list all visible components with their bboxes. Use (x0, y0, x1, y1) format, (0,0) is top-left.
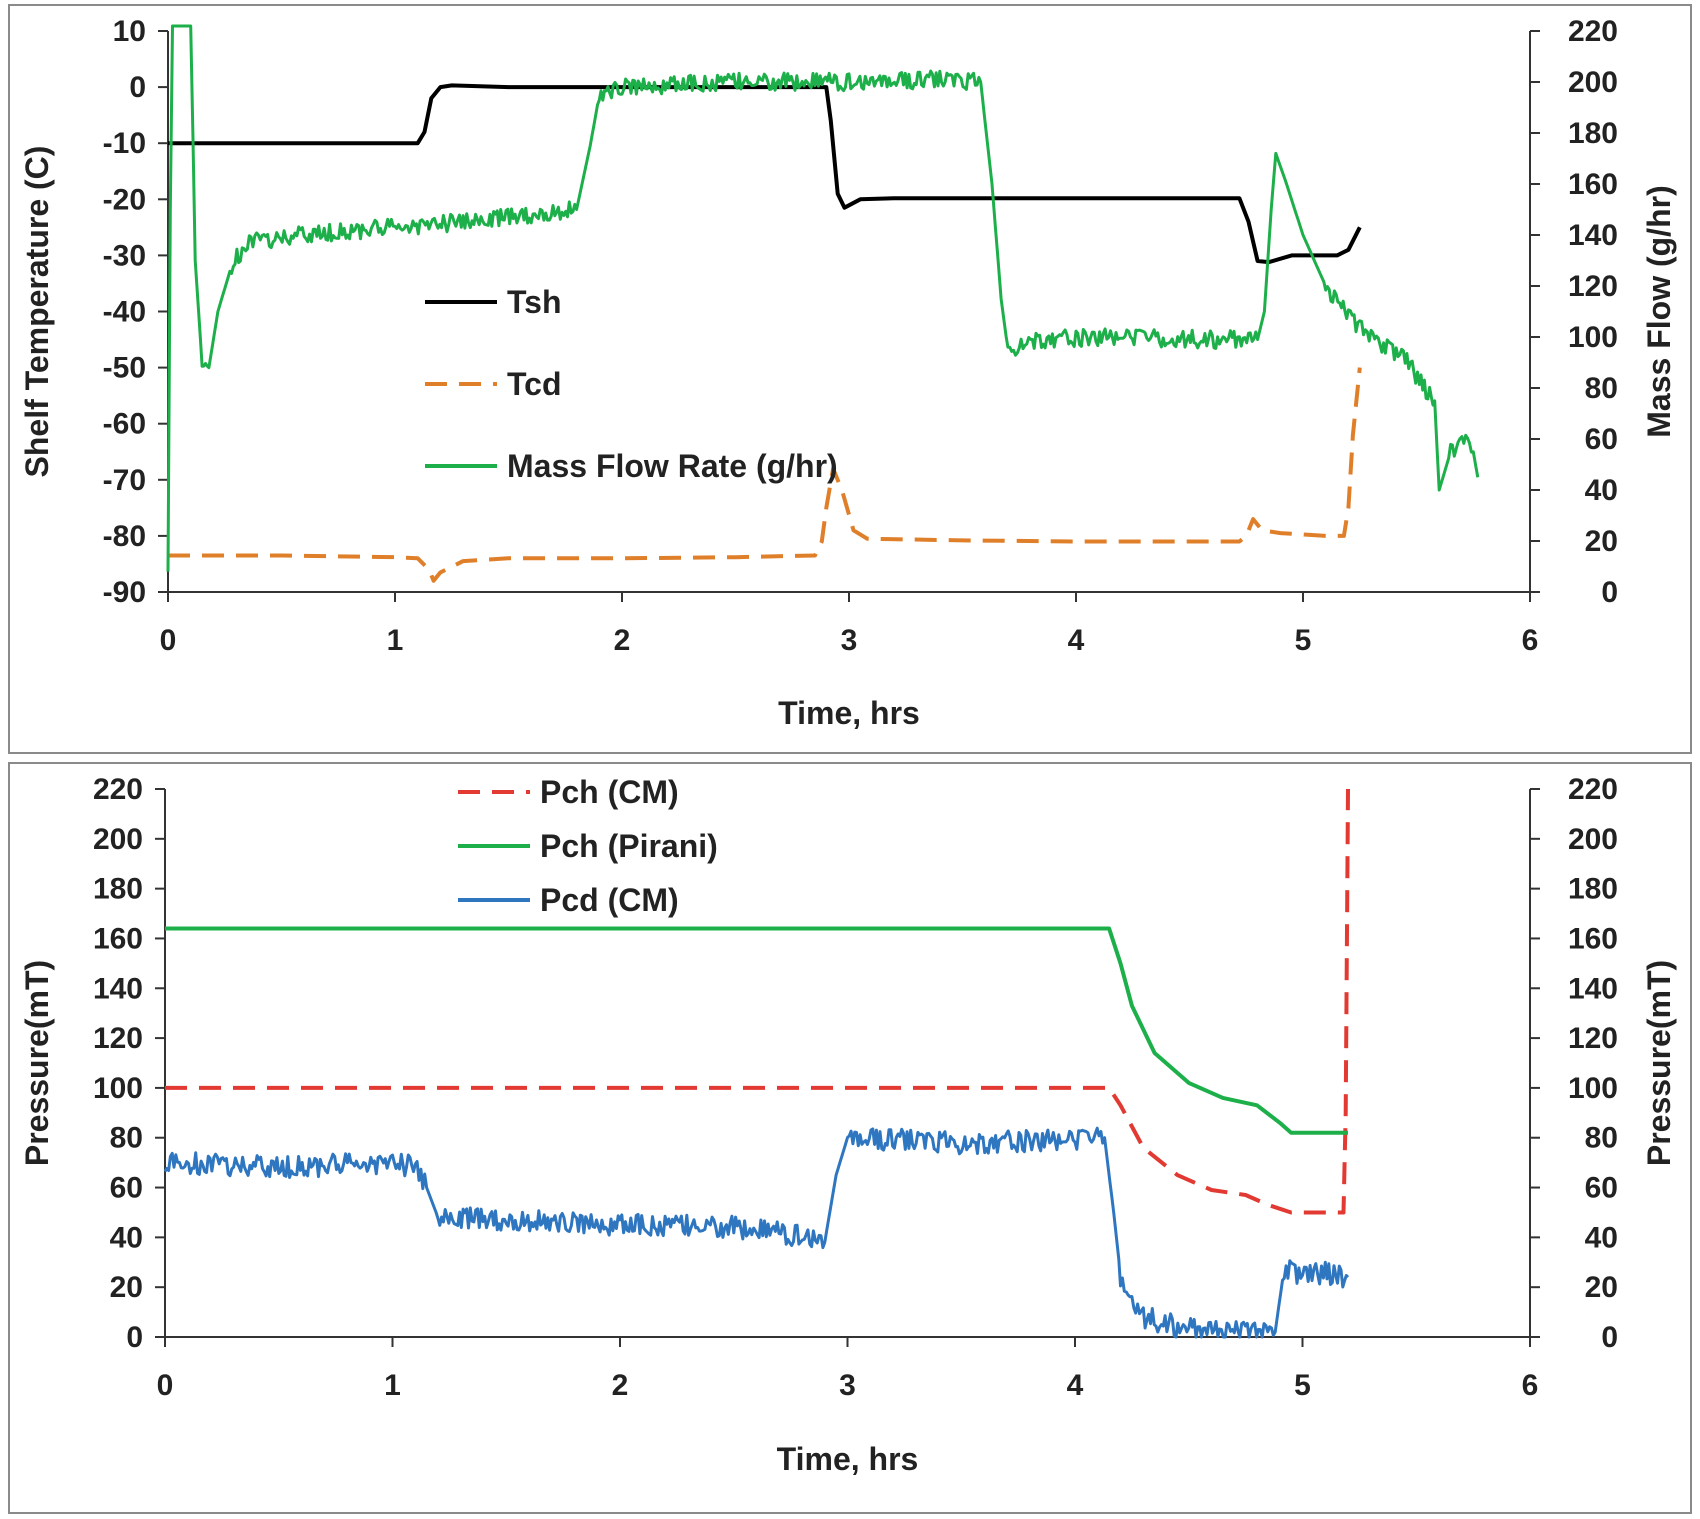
y-tick-label-left: -20 (103, 183, 146, 216)
y-tick-label-right: 120 (1568, 1022, 1618, 1055)
x-tick-label: 1 (387, 624, 404, 657)
y-tick-label-right: 0 (1601, 1321, 1618, 1354)
y-axis-title-left: Pressure(mT) (19, 960, 55, 1166)
y-tick-label-left: 140 (93, 972, 143, 1005)
series-line-mass-flow-rate-g-hr (166, 24, 1480, 572)
y-tick-label-left: 10 (113, 15, 146, 48)
y-tick-label-right: 100 (1568, 321, 1618, 354)
y-tick-label-left: -80 (103, 520, 146, 553)
y-axis-title-left: Shelf Temperature (C) (19, 146, 55, 478)
legend-label: Tcd (507, 366, 562, 402)
y-tick-label-right: 160 (1568, 168, 1618, 201)
y-tick-label-right: 140 (1568, 972, 1618, 1005)
pressure-chart: 0 1 2 3 4 5 6220200180160140120100806040200220… (19, 773, 1677, 1477)
y-tick-label-left: -60 (103, 408, 146, 441)
legend-label: Pch (Pirani) (540, 828, 718, 864)
x-tick-label: 3 (839, 1369, 856, 1402)
y-axis-title-right: Mass Flow (g/hr) (1641, 185, 1677, 437)
legend: Pch (CM) Pch (Pirani) Pcd (CM) (458, 774, 718, 918)
y-tick-label-right: 60 (1585, 423, 1618, 456)
y-tick-label-left: 200 (93, 823, 143, 856)
x-tick-label: 5 (1295, 624, 1312, 657)
y-tick-label-left: 0 (126, 1321, 143, 1354)
y-tick-label-left: 20 (110, 1271, 143, 1304)
y-tick-label-left: -90 (103, 576, 146, 609)
y-tick-label-left: 60 (110, 1172, 143, 1205)
y-tick-label-right: 60 (1585, 1172, 1618, 1205)
series-line-pch-pirani (165, 926, 1348, 1135)
y-tick-label-right: 40 (1585, 474, 1618, 507)
legend-label: Mass Flow Rate (g/hr) (507, 448, 838, 484)
y-tick-label-right: 120 (1568, 270, 1618, 303)
x-tick-label: 2 (614, 624, 631, 657)
y-tick-label-left: -40 (103, 296, 146, 329)
x-tick-label: 5 (1294, 1369, 1311, 1402)
x-axis-title: Time, hrs (778, 695, 920, 731)
y-tick-label-left: 80 (110, 1122, 143, 1155)
legend-label: Tsh (507, 284, 562, 320)
legend-label: Pcd (CM) (540, 882, 679, 918)
series-line-pcd-cm (163, 1126, 1350, 1339)
y-tick-label-left: 0 (129, 71, 146, 104)
x-tick-label: 0 (157, 1369, 174, 1402)
x-tick-label: 4 (1067, 1369, 1084, 1402)
y-tick-label-left: -30 (103, 239, 146, 272)
y-tick-label-right: 180 (1568, 117, 1618, 150)
y-tick-label-right: 20 (1585, 525, 1618, 558)
x-tick-label: 2 (612, 1369, 629, 1402)
y-tick-label-left: 40 (110, 1221, 143, 1254)
y-tick-label-left: -50 (103, 352, 146, 385)
y-tick-label-left: 120 (93, 1022, 143, 1055)
temperature-massflow-chart: 0 1 2 3 4 5 6100-10-20-30-40-50-60-70-80-90220… (19, 15, 1677, 731)
x-tick-label: 6 (1522, 624, 1539, 657)
x-tick-label: 6 (1522, 1369, 1539, 1402)
y-tick-label-right: 160 (1568, 922, 1618, 955)
y-tick-label-left: 180 (93, 873, 143, 906)
y-tick-label-left: 220 (93, 773, 143, 806)
y-tick-label-left: -10 (103, 127, 146, 160)
pressure-chart-panel: 0 1 2 3 4 5 6 220 200 180 160 140 120 100 80 60 40 20 0 220… (8, 762, 1692, 1514)
y-axis-title-right: Pressure(mT) (1641, 960, 1677, 1166)
y-tick-label-right: 0 (1601, 576, 1618, 609)
y-tick-label-left: -70 (103, 464, 146, 497)
y-tick-label-right: 40 (1585, 1221, 1618, 1254)
y-tick-label-right: 200 (1568, 66, 1618, 99)
y-tick-label-right: 20 (1585, 1271, 1618, 1304)
series-line-pch-cm (165, 788, 1350, 1215)
y-tick-label-right: 80 (1585, 1122, 1618, 1155)
y-tick-label-right: 100 (1568, 1072, 1618, 1105)
y-tick-label-right: 140 (1568, 219, 1618, 252)
y-tick-label-right: 180 (1568, 873, 1618, 906)
y-tick-label-right: 200 (1568, 823, 1618, 856)
legend-label: Pch (CM) (540, 774, 679, 810)
series-line-tcd (168, 367, 1362, 583)
y-tick-label-right: 220 (1568, 15, 1618, 48)
y-tick-label-right: 220 (1568, 773, 1618, 806)
x-tick-label: 0 (160, 624, 177, 657)
x-tick-label: 4 (1068, 624, 1085, 657)
x-tick-label: 1 (384, 1369, 401, 1402)
y-tick-label-left: 100 (93, 1072, 143, 1105)
temperature-massflow-chart-panel: 0 1 2 3 4 5 6 10 0 -10 -20 -30 -40 -50 -60 -70 -80 -90 220… (8, 4, 1692, 754)
legend: Tsh Tcd Mass Flow Rate (g/hr) (425, 284, 838, 484)
x-tick-label: 3 (841, 624, 858, 657)
x-axis-title: Time, hrs (777, 1441, 919, 1477)
y-tick-label-right: 80 (1585, 372, 1618, 405)
y-tick-label-left: 160 (93, 922, 143, 955)
